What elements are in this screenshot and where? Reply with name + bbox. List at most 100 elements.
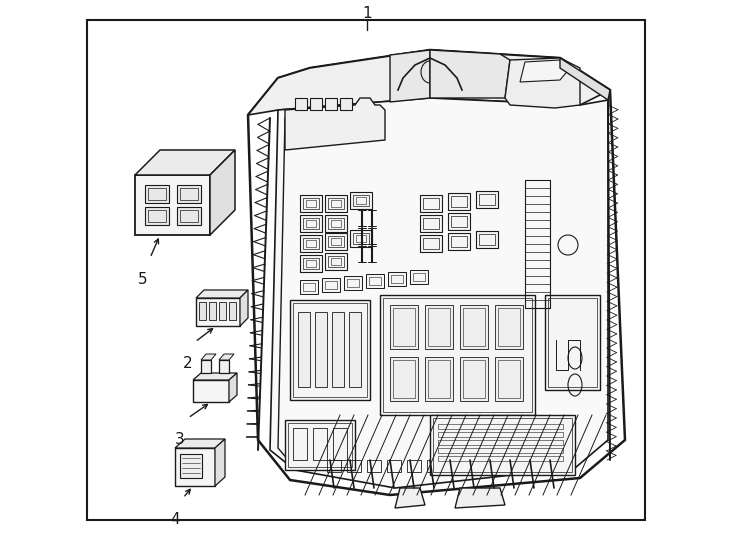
Bar <box>331 200 341 207</box>
Bar <box>306 260 316 267</box>
Bar <box>219 360 229 373</box>
Bar <box>328 218 344 229</box>
Polygon shape <box>285 98 385 150</box>
Bar <box>448 233 470 250</box>
Bar <box>423 238 439 249</box>
Bar <box>427 460 441 472</box>
Bar <box>423 218 439 229</box>
Bar <box>451 196 467 207</box>
Bar <box>545 295 600 390</box>
Bar <box>349 312 361 387</box>
Bar <box>448 193 470 210</box>
Bar <box>333 428 347 460</box>
Bar <box>87 20 645 520</box>
Bar <box>325 195 347 212</box>
Bar <box>300 235 322 252</box>
Text: 3: 3 <box>175 432 185 447</box>
Bar <box>303 258 319 269</box>
Bar <box>438 424 563 429</box>
Polygon shape <box>135 150 235 175</box>
Bar <box>448 213 470 230</box>
Bar <box>407 460 421 472</box>
Bar <box>229 302 236 320</box>
Bar <box>393 308 415 346</box>
Bar <box>391 275 403 283</box>
Bar <box>175 448 215 486</box>
Bar <box>420 215 442 232</box>
Bar <box>428 360 450 398</box>
Bar <box>548 298 597 387</box>
Bar <box>313 428 327 460</box>
Bar <box>325 98 337 110</box>
Bar <box>300 255 322 272</box>
Polygon shape <box>395 488 425 508</box>
Polygon shape <box>270 98 608 488</box>
Bar <box>180 188 198 200</box>
Bar <box>328 236 344 247</box>
Bar <box>293 303 367 397</box>
Bar <box>413 273 425 281</box>
Bar <box>410 270 428 284</box>
Bar <box>476 191 498 208</box>
Bar <box>148 210 166 222</box>
Text: 2: 2 <box>184 356 193 371</box>
Bar <box>180 454 202 478</box>
Bar <box>306 240 316 247</box>
Bar <box>315 312 327 387</box>
Bar <box>451 216 467 227</box>
Bar <box>438 448 563 453</box>
Bar <box>325 281 337 289</box>
Bar <box>325 253 347 270</box>
Bar <box>425 357 453 401</box>
Bar <box>463 360 485 398</box>
Bar <box>383 298 532 412</box>
Bar <box>495 357 523 401</box>
Bar <box>177 207 201 225</box>
Bar <box>303 283 315 291</box>
Bar <box>390 305 418 349</box>
Bar <box>303 218 319 229</box>
Bar <box>447 460 461 472</box>
Polygon shape <box>193 373 237 380</box>
Polygon shape <box>215 439 225 486</box>
Bar <box>325 215 347 232</box>
Bar <box>438 456 563 461</box>
Bar <box>145 207 169 225</box>
Bar <box>300 195 322 212</box>
Bar <box>209 302 216 320</box>
Bar <box>451 236 467 247</box>
Bar <box>328 256 344 267</box>
Bar <box>327 460 341 472</box>
Bar <box>303 238 319 249</box>
Bar <box>428 308 450 346</box>
Bar <box>387 460 401 472</box>
Polygon shape <box>175 439 225 448</box>
Bar <box>295 98 307 110</box>
Bar <box>199 302 206 320</box>
Polygon shape <box>201 354 216 360</box>
Bar <box>463 308 485 346</box>
Bar <box>288 423 352 467</box>
Bar <box>300 215 322 232</box>
Bar <box>438 440 563 445</box>
Bar <box>353 195 369 206</box>
Bar <box>433 418 572 472</box>
Bar <box>196 298 240 326</box>
Bar <box>298 312 310 387</box>
Bar <box>380 295 535 415</box>
Bar <box>350 230 372 247</box>
Bar <box>420 235 442 252</box>
Bar <box>498 308 520 346</box>
Bar <box>193 380 229 402</box>
Bar <box>347 279 359 287</box>
Bar <box>356 197 366 204</box>
Bar <box>460 357 488 401</box>
Bar <box>344 276 362 290</box>
Bar <box>219 302 226 320</box>
Polygon shape <box>430 50 510 98</box>
Bar <box>303 198 319 209</box>
Bar <box>420 195 442 212</box>
Polygon shape <box>196 290 248 298</box>
Bar <box>177 185 201 203</box>
Bar <box>467 460 481 472</box>
